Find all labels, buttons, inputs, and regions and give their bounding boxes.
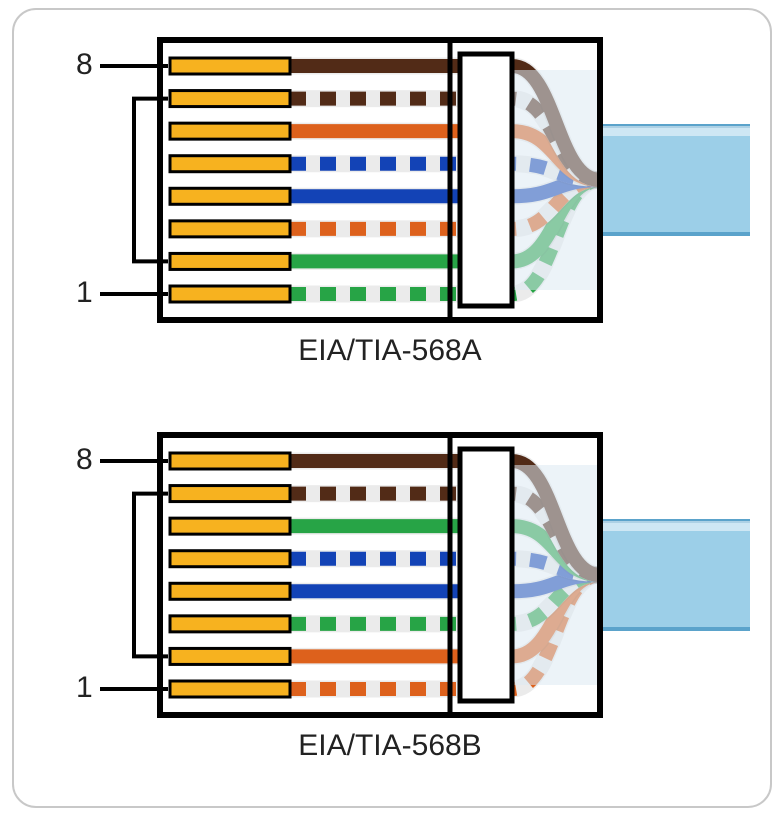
connector-t568b: 8 1 EIA/TIA-568B [30,425,750,765]
pin-label-8: 8 [76,48,93,82]
pin-label-1: 1 [76,671,93,705]
pin-label-1: 1 [76,276,93,310]
connector-svg-t568b [30,425,750,725]
connector-t568a: 8 1 EIA/TIA-568A [30,30,750,370]
pin-label-8: 8 [76,443,93,477]
caption-t568a: EIA/TIA-568A [30,334,750,368]
connector-svg-t568a [30,30,750,330]
page: 8 1 EIA/TIA-568A 8 1 EIA/TIA-568B [0,0,780,814]
caption-t568b: EIA/TIA-568B [30,729,750,763]
